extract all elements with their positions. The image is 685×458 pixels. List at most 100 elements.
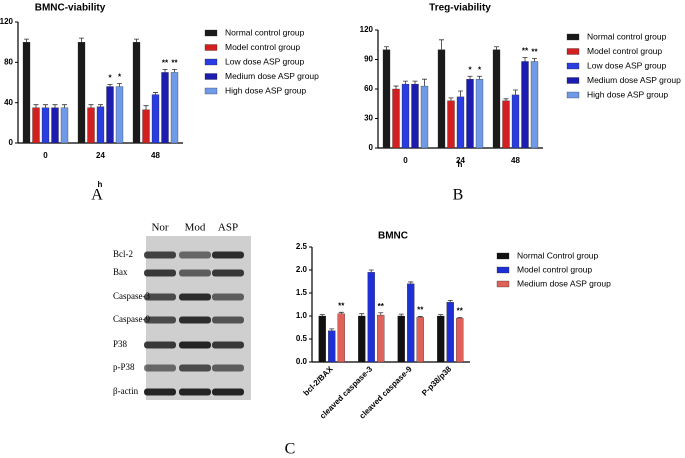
y-tick-label: 120 bbox=[360, 25, 374, 34]
x-tick-label: P-p38/p38 bbox=[420, 364, 453, 397]
blot-band bbox=[179, 316, 211, 324]
bar bbox=[447, 100, 455, 149]
error-bar bbox=[422, 78, 427, 87]
bar bbox=[377, 314, 385, 363]
error-bar bbox=[338, 311, 344, 314]
legend-label: Model control group bbox=[517, 264, 592, 274]
legend-swatch bbox=[204, 73, 218, 80]
y-tick-label: 2.0 bbox=[296, 265, 308, 274]
legend-swatch bbox=[496, 266, 510, 274]
error-bar bbox=[33, 104, 39, 108]
y-tick-label: 30 bbox=[364, 114, 373, 123]
error-bar bbox=[447, 299, 453, 303]
legend-label: High dose ASP group bbox=[587, 89, 668, 99]
blot-row-label: p-P38 bbox=[113, 362, 135, 372]
bar bbox=[96, 106, 105, 144]
legend-swatch bbox=[204, 29, 218, 37]
bar bbox=[397, 315, 405, 363]
error-bar bbox=[448, 97, 454, 101]
blot-band bbox=[212, 293, 244, 301]
error-bar bbox=[24, 38, 29, 43]
bar bbox=[466, 79, 474, 149]
error-bar bbox=[403, 80, 408, 85]
error-bar bbox=[384, 46, 389, 50]
bar bbox=[170, 72, 179, 144]
blot-band bbox=[144, 251, 176, 259]
error-bar bbox=[98, 104, 103, 107]
error-bar bbox=[532, 58, 537, 62]
significance-label: ** bbox=[378, 302, 385, 311]
error-bar bbox=[134, 38, 139, 43]
bar bbox=[511, 94, 520, 149]
significance-label: ** bbox=[417, 306, 424, 315]
legend-swatch bbox=[566, 91, 580, 99]
error-bar bbox=[88, 104, 94, 108]
blot-row-label: β-actin bbox=[113, 386, 139, 396]
bar bbox=[502, 100, 510, 149]
error-bar bbox=[494, 46, 499, 50]
error-bar bbox=[329, 328, 335, 331]
blot-row-label: P38 bbox=[113, 339, 128, 349]
bar bbox=[60, 107, 69, 144]
blot-band bbox=[144, 388, 176, 396]
blot-band bbox=[212, 364, 244, 372]
legend-label: Low dose ASP group bbox=[587, 60, 667, 70]
bar bbox=[132, 42, 141, 144]
chart-title: Treg-viability bbox=[429, 3, 491, 14]
error-bar bbox=[117, 83, 122, 87]
blot-band bbox=[179, 364, 211, 372]
bar bbox=[328, 330, 336, 363]
y-tick-label: 0 bbox=[9, 138, 14, 147]
x-tick-label: 48 bbox=[511, 156, 520, 165]
blot-band bbox=[212, 269, 244, 277]
bar bbox=[87, 107, 95, 144]
bar bbox=[22, 42, 31, 144]
significance-label: * bbox=[108, 74, 112, 83]
x-axis-label: h bbox=[98, 180, 103, 189]
y-tick-label: 1.0 bbox=[296, 311, 308, 320]
error-bar bbox=[412, 80, 418, 85]
legend-swatch bbox=[566, 62, 580, 70]
significance-label: * bbox=[478, 65, 482, 74]
blot-row-label: Caspase-3 bbox=[113, 291, 150, 301]
error-bar bbox=[172, 68, 177, 73]
panel-label: C bbox=[285, 441, 296, 458]
bar bbox=[492, 49, 501, 149]
significance-label: ** bbox=[162, 59, 169, 68]
blot-band bbox=[212, 388, 244, 396]
legend-label: Medium dose ASP group bbox=[225, 71, 319, 81]
bar bbox=[382, 49, 391, 149]
error-bar bbox=[43, 104, 48, 108]
blot-band bbox=[212, 316, 244, 324]
error-bar bbox=[368, 269, 374, 273]
blot-band bbox=[179, 388, 211, 396]
blot-row-label: Caspase-9 bbox=[113, 314, 150, 324]
significance-label: * bbox=[118, 73, 122, 82]
error-bar bbox=[107, 84, 113, 87]
blot-band bbox=[179, 251, 211, 259]
significance-label: ** bbox=[531, 48, 538, 57]
bar bbox=[367, 272, 375, 363]
error-bar bbox=[457, 316, 463, 319]
error-bar bbox=[398, 313, 404, 316]
panel-label: A bbox=[91, 187, 103, 204]
significance-label: ** bbox=[522, 47, 529, 56]
legend-swatch bbox=[566, 48, 580, 55]
legend-label: Model control group bbox=[225, 42, 300, 52]
bar bbox=[337, 313, 345, 363]
blot-column-label: ASP bbox=[218, 222, 238, 234]
blot-row-label: Bax bbox=[113, 267, 128, 277]
bar bbox=[161, 72, 169, 144]
error-bar bbox=[522, 57, 528, 62]
bar bbox=[392, 88, 400, 149]
error-bar bbox=[378, 312, 384, 316]
x-tick-label: 24 bbox=[456, 156, 465, 165]
error-bar bbox=[477, 75, 482, 80]
bar bbox=[32, 107, 40, 144]
bar bbox=[530, 61, 539, 149]
bar bbox=[401, 83, 410, 149]
legend-label: Low dose ASP group bbox=[225, 56, 305, 66]
bar bbox=[475, 79, 484, 149]
error-bar bbox=[52, 104, 58, 108]
